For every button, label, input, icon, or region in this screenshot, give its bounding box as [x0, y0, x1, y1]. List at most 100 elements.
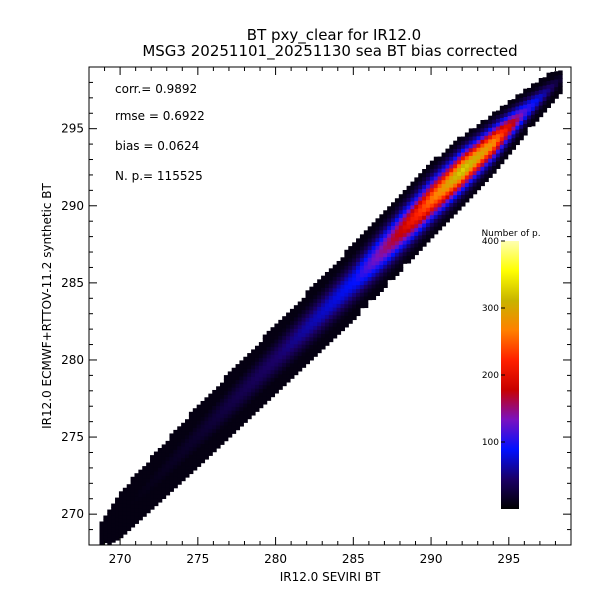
density-cell: [293, 316, 299, 322]
density-cell: [243, 360, 248, 366]
density-cell: [177, 453, 182, 458]
density-cell: [130, 507, 136, 513]
density-cell: [200, 443, 206, 448]
density-cell: [542, 108, 548, 113]
density-cell: [410, 220, 415, 225]
density-cell: [157, 451, 163, 457]
density-cell: [289, 362, 295, 368]
density-cell: [169, 464, 174, 469]
density-cell: [188, 423, 194, 428]
density-cell: [437, 225, 443, 231]
density-cell: [258, 380, 264, 386]
stat-bias-label: bias =: [115, 139, 153, 153]
chart-subtitle: MSG3 20251101_20251130 sea BT bias corre…: [142, 42, 517, 61]
density-cell: [282, 347, 287, 352]
density-cell: [534, 105, 540, 111]
density-cell: [282, 350, 287, 356]
density-cell: [278, 323, 283, 329]
density-cell: [305, 309, 310, 315]
density-cell: [301, 309, 307, 314]
density-cell: [185, 450, 190, 455]
density-cell: [200, 400, 206, 406]
density-cell: [297, 367, 303, 372]
density-cell: [107, 517, 112, 522]
density-cell: [208, 420, 213, 426]
density-cell: [254, 392, 260, 397]
density-cell: [391, 260, 396, 265]
density-cell: [251, 411, 256, 416]
density-cell: [317, 287, 322, 292]
density-cell: [511, 106, 517, 112]
density-cell: [328, 303, 334, 308]
density-cell: [254, 349, 260, 355]
density-cell: [527, 91, 532, 97]
density-cell: [107, 521, 112, 526]
density-cell: [321, 329, 326, 335]
density-cell: [484, 173, 489, 179]
density-cell: [289, 374, 295, 379]
density-cell: [305, 298, 310, 303]
density-cell: [254, 353, 260, 358]
density-cell: [476, 135, 482, 141]
density-cell: [375, 283, 380, 289]
density-cell: [146, 489, 151, 494]
density-cell: [418, 246, 423, 251]
density-cell: [239, 379, 244, 385]
density-cell: [363, 230, 369, 235]
density-cell: [391, 229, 396, 234]
density-cell: [429, 199, 435, 204]
density-cell: [99, 540, 104, 546]
density-cell: [515, 117, 520, 122]
density-cell: [453, 210, 458, 215]
density-cell: [379, 241, 384, 246]
density-cell: [484, 123, 489, 129]
density-cell: [363, 295, 369, 301]
density-cell: [534, 94, 540, 99]
density-cell: [208, 416, 213, 422]
density-cell: [437, 183, 443, 188]
density-cell: [348, 303, 353, 309]
density-cell: [223, 394, 229, 399]
density-cell: [111, 515, 116, 520]
density-cell: [239, 422, 244, 427]
density-cell: [138, 488, 143, 494]
density-cell: [161, 479, 167, 484]
density-cell: [527, 95, 532, 101]
density-cell: [394, 225, 400, 230]
density-cell: [402, 243, 408, 249]
density-cell: [286, 374, 291, 379]
density-cell: [328, 268, 334, 273]
density-cell: [324, 271, 330, 277]
density-cell: [356, 288, 361, 293]
density-cell: [239, 395, 244, 400]
density-cell: [398, 228, 404, 234]
density-cell: [251, 360, 256, 366]
density-cell: [227, 379, 233, 384]
density-cell: [340, 307, 345, 312]
density-cell: [115, 536, 120, 541]
density-cell: [352, 250, 357, 255]
density-cell: [422, 176, 427, 182]
density-cell: [340, 280, 345, 285]
density-cell: [356, 257, 361, 263]
density-cell: [332, 330, 338, 335]
density-cell: [251, 372, 256, 377]
density-cell: [243, 376, 248, 381]
density-cell: [177, 434, 182, 439]
density-cell: [371, 241, 377, 247]
density-cell: [344, 311, 349, 316]
density-cell: [527, 111, 532, 116]
density-cell: [453, 183, 458, 188]
density-cell: [461, 155, 466, 161]
density-cell: [328, 299, 334, 304]
density-cell: [356, 296, 361, 301]
density-cell: [480, 123, 485, 129]
density-cell: [461, 202, 466, 207]
density-cell: [550, 91, 555, 96]
density-cell: [348, 300, 353, 305]
density-cell: [239, 371, 244, 377]
density-cell: [122, 514, 128, 520]
density-cell: [340, 318, 345, 324]
density-cell: [367, 295, 373, 301]
density-cell: [247, 356, 252, 362]
